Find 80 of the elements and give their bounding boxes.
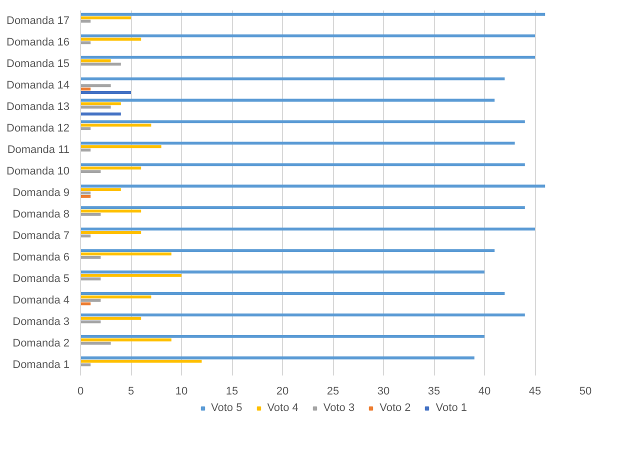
x-tick-label: 20 [276,386,289,398]
bar [80,277,101,280]
bar [80,270,484,274]
x-tick-label: 15 [226,386,238,398]
bar [80,338,172,342]
bar [80,298,101,302]
bar [80,106,111,109]
bar [80,194,91,198]
y-tick-label: Domanda 6 [12,251,70,264]
bar [80,360,202,363]
bar [80,356,474,360]
y-tick-label: Domanda 3 [12,316,70,328]
x-tick-label: 45 [528,386,542,398]
legend-label: Voto 4 [267,402,298,414]
y-tick-label: Domanda 10 [6,166,70,178]
bar [80,145,162,148]
bar [80,256,101,259]
y-tick-label: Domanda 7 [12,230,70,242]
bar [80,102,121,106]
x-tick-label: 25 [326,386,340,398]
bar [80,206,525,210]
y-tick-label: Domanda 1 [12,358,70,371]
y-tick-label: Domanda 4 [12,294,70,306]
bar [80,316,142,320]
y-tick-label: Domanda 8 [12,208,70,220]
bar [80,231,142,234]
y-tick-label: Domanda 15 [6,58,70,70]
bar [80,228,535,231]
bar [80,320,101,324]
bar [80,249,495,252]
legend-label: Voto 3 [323,402,355,414]
bar [80,16,131,20]
y-tick-label: Domanda 2 [12,337,70,350]
bar [80,213,101,216]
bar [80,292,505,295]
bar [80,12,546,16]
y-tick-label: Domanda 17 [6,15,70,28]
x-tick-label: 40 [478,386,491,398]
bar [80,112,121,116]
bar [80,184,546,188]
bar [80,252,172,256]
bar [80,234,91,238]
bar [80,295,152,298]
bar [80,41,91,44]
bar [80,163,525,166]
y-tick-label: Domanda 14 [6,80,70,92]
bar [80,91,131,94]
bar [80,142,515,145]
x-tick-label: 35 [428,386,440,398]
bar [80,88,91,91]
y-tick-label: Domanda 11 [7,144,70,156]
x-tick-label: 30 [377,386,390,398]
bar [80,124,152,127]
x-tick-label: 0 [77,386,84,398]
legend-label: Voto 2 [380,402,411,414]
bar [80,56,535,59]
bar [80,192,91,194]
legend-label: Voto 1 [436,402,468,414]
bar [80,166,142,170]
x-tick-label: 10 [175,386,188,398]
bar [80,34,535,38]
x-tick-label: 50 [579,386,592,398]
bar [80,334,484,338]
bar [80,170,101,173]
bar [80,342,111,345]
y-tick-label: Domanda 12 [6,122,70,135]
bar [80,148,91,152]
bar [80,274,182,277]
bar [80,313,525,316]
legend-label: Voto 5 [210,402,242,414]
y-tick-label: Domanda 9 [12,187,70,199]
x-tick-label: 5 [128,386,134,398]
bar [80,188,121,192]
y-tick-label: Domanda 13 [6,101,70,114]
bar [80,62,121,66]
bar [80,84,111,88]
y-tick-label: Domanda 5 [12,272,70,285]
y-tick-label: Domanda 16 [6,36,70,49]
bar [80,210,142,212]
bar [80,127,91,130]
